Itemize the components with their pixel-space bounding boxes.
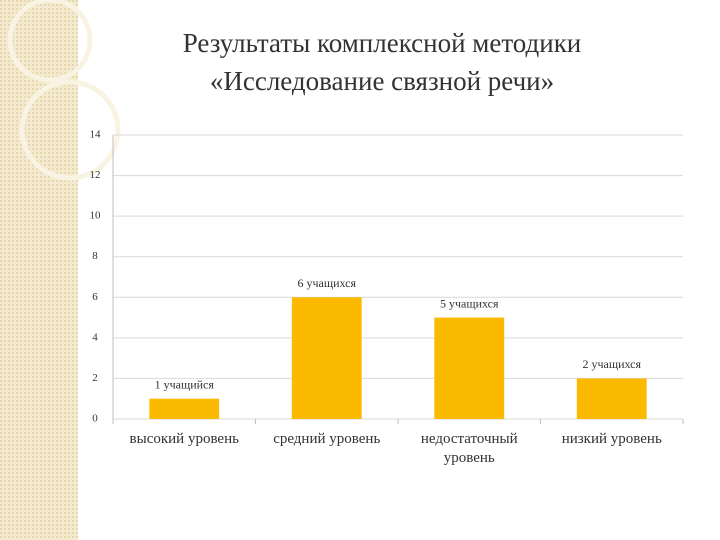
y-tick-label: 2 (92, 372, 98, 384)
y-tick-label: 4 (92, 331, 98, 343)
value-label: 2 учащихся (582, 357, 641, 371)
chart-title: Результаты комплексной методики (183, 28, 582, 58)
y-tick-label: 8 (92, 250, 98, 262)
decor-circle (19, 79, 121, 181)
bar (576, 378, 647, 419)
value-label: 5 учащихся (440, 296, 499, 310)
x-tick-label: недостаточный уровень (420, 431, 518, 466)
y-tick-label: 6 (92, 291, 98, 303)
bar (291, 297, 362, 419)
y-tick-label: 0 (92, 413, 98, 425)
chart-title: «Исследование связной речи» (210, 66, 554, 96)
decor-circle (7, 0, 93, 83)
y-tick-label: 14 (90, 129, 102, 141)
value-label: 1 учащийся (155, 377, 215, 391)
x-tick-label: средний уровень (273, 431, 381, 447)
bar (149, 398, 220, 419)
y-tick-label: 10 (90, 210, 102, 222)
decor-strip (0, 0, 78, 540)
x-tick-label: низкий уровень (561, 431, 662, 447)
y-tick-label: 12 (90, 169, 101, 181)
value-label: 6 учащихся (297, 276, 356, 290)
x-tick-label: высокий уровень (129, 431, 239, 447)
bar (434, 317, 505, 419)
